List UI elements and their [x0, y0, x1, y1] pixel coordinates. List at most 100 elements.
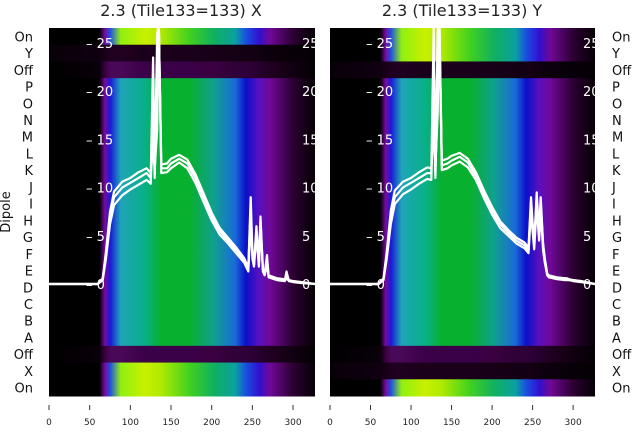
row-label: P: [25, 81, 33, 96]
heatmap-row: [330, 295, 595, 313]
overlay-y-tick-right: 10: [583, 182, 600, 197]
row-label: E: [25, 265, 33, 280]
row-label: P: [612, 81, 620, 96]
row-label: Y: [24, 47, 33, 62]
heatmap-row: [49, 61, 315, 79]
panel-title-y: 2.3 (Tile133=133) Y: [382, 1, 543, 20]
row-label: X: [24, 365, 33, 380]
heatmap-row: [330, 161, 595, 180]
overlay-y-tick-left: – 25: [366, 37, 393, 52]
overlay-y-tick-left: – 20: [86, 85, 113, 100]
overlay-y-tick-left: – 5: [86, 230, 105, 245]
overlay-y-tick-right: 5: [302, 230, 310, 245]
overlay-y-tick-right: 20: [302, 85, 319, 100]
heatmap-row: [49, 44, 315, 62]
row-label: C: [24, 298, 33, 313]
row-label: Off: [14, 64, 34, 79]
row-label: B: [612, 315, 621, 330]
row-label: H: [23, 214, 33, 229]
x-tick-label: 300: [284, 418, 301, 428]
x-tick-label: 0: [46, 418, 52, 428]
x-tick-label: 250: [524, 418, 541, 428]
row-label: F: [26, 248, 33, 263]
overlay-y-tick-right: 15: [302, 133, 319, 148]
overlay-y-tick-right: 0: [583, 278, 591, 293]
heatmap-row: [330, 212, 595, 230]
x-tick-label: 150: [162, 418, 179, 428]
heatmap-row: [49, 212, 315, 230]
row-label: J: [611, 181, 616, 196]
heatmap-row: [49, 78, 315, 96]
heatmap-row: [49, 329, 315, 347]
x-tick-label: 100: [122, 418, 139, 428]
overlay-y-tick-left: – 25: [86, 37, 113, 52]
heatmap-row: [49, 345, 315, 364]
heatmap-row: [49, 128, 315, 146]
row-label: O: [23, 97, 33, 112]
x-tick-label: 300: [565, 418, 582, 428]
row-label: On: [15, 382, 33, 397]
series-line-trace-2: [330, 28, 595, 286]
overlay-y-tick-left: – 20: [366, 85, 393, 100]
row-label: A: [24, 331, 33, 346]
row-label: D: [23, 281, 33, 296]
row-label: Off: [612, 64, 632, 79]
heatmap-row: [49, 161, 315, 180]
heatmap-row: [49, 145, 315, 163]
overlay-y-tick-right: 25: [302, 37, 319, 52]
x-tick-label: 150: [443, 418, 460, 428]
heatmap-row: [330, 94, 595, 113]
row-label: K: [24, 164, 33, 179]
heatmap-row: [49, 111, 315, 129]
row-label: X: [612, 365, 621, 380]
heatmap-row: [49, 94, 315, 113]
heatmap-row: [330, 245, 595, 263]
series-line-trace-3: [49, 28, 315, 286]
x-tick-label: 250: [244, 418, 261, 428]
overlay-y-tick-right: 0: [302, 278, 310, 293]
heatmap-row: [330, 362, 595, 380]
heatmap-row: [330, 345, 595, 364]
series-line-trace-3: [330, 28, 595, 286]
heatmap-row: [330, 278, 595, 297]
row-label: C: [612, 298, 621, 313]
row-label: O: [612, 97, 622, 112]
row-label: G: [612, 231, 622, 246]
heatmap-row: [49, 379, 315, 397]
heatmap-row: [330, 178, 595, 196]
row-label: On: [612, 30, 630, 45]
heatmap-row: [330, 262, 595, 280]
heatmap-row: [49, 195, 315, 213]
row-label: L: [26, 147, 34, 162]
overlay-y-tick-left: – 15: [366, 133, 393, 148]
y-axis-label: Dipole: [0, 191, 14, 232]
row-label: On: [612, 382, 630, 397]
heatmap-row: [49, 278, 315, 297]
row-label: K: [612, 164, 621, 179]
overlay-y-tick-right: 15: [583, 133, 600, 148]
row-label: M: [22, 131, 33, 146]
heatmap-row: [49, 312, 315, 330]
overlay-y-tick-right: 20: [583, 85, 600, 100]
row-label: E: [612, 265, 620, 280]
heatmap-row: [330, 78, 595, 96]
row-label: Off: [612, 348, 632, 363]
row-label: A: [612, 331, 621, 346]
row-label: B: [24, 315, 33, 330]
heatmap-row: [49, 362, 315, 380]
heatmap-row: [49, 245, 315, 263]
row-label: N: [612, 114, 622, 129]
heatmap-row: [330, 128, 595, 146]
panel-title-x: 2.3 (Tile133=133) X: [100, 1, 262, 20]
heatmap-row: [330, 312, 595, 330]
x-tick-label: 200: [483, 418, 500, 428]
row-label: L: [612, 147, 620, 162]
overlay-y-tick-right: 10: [302, 182, 319, 197]
overlay-y-tick-left: – 10: [86, 182, 113, 197]
heatmap-row: [330, 44, 595, 62]
overlay-y-tick-left: – 10: [366, 182, 393, 197]
row-label: J: [28, 181, 33, 196]
row-label: I: [612, 198, 616, 213]
heatmap-row: [49, 28, 315, 46]
